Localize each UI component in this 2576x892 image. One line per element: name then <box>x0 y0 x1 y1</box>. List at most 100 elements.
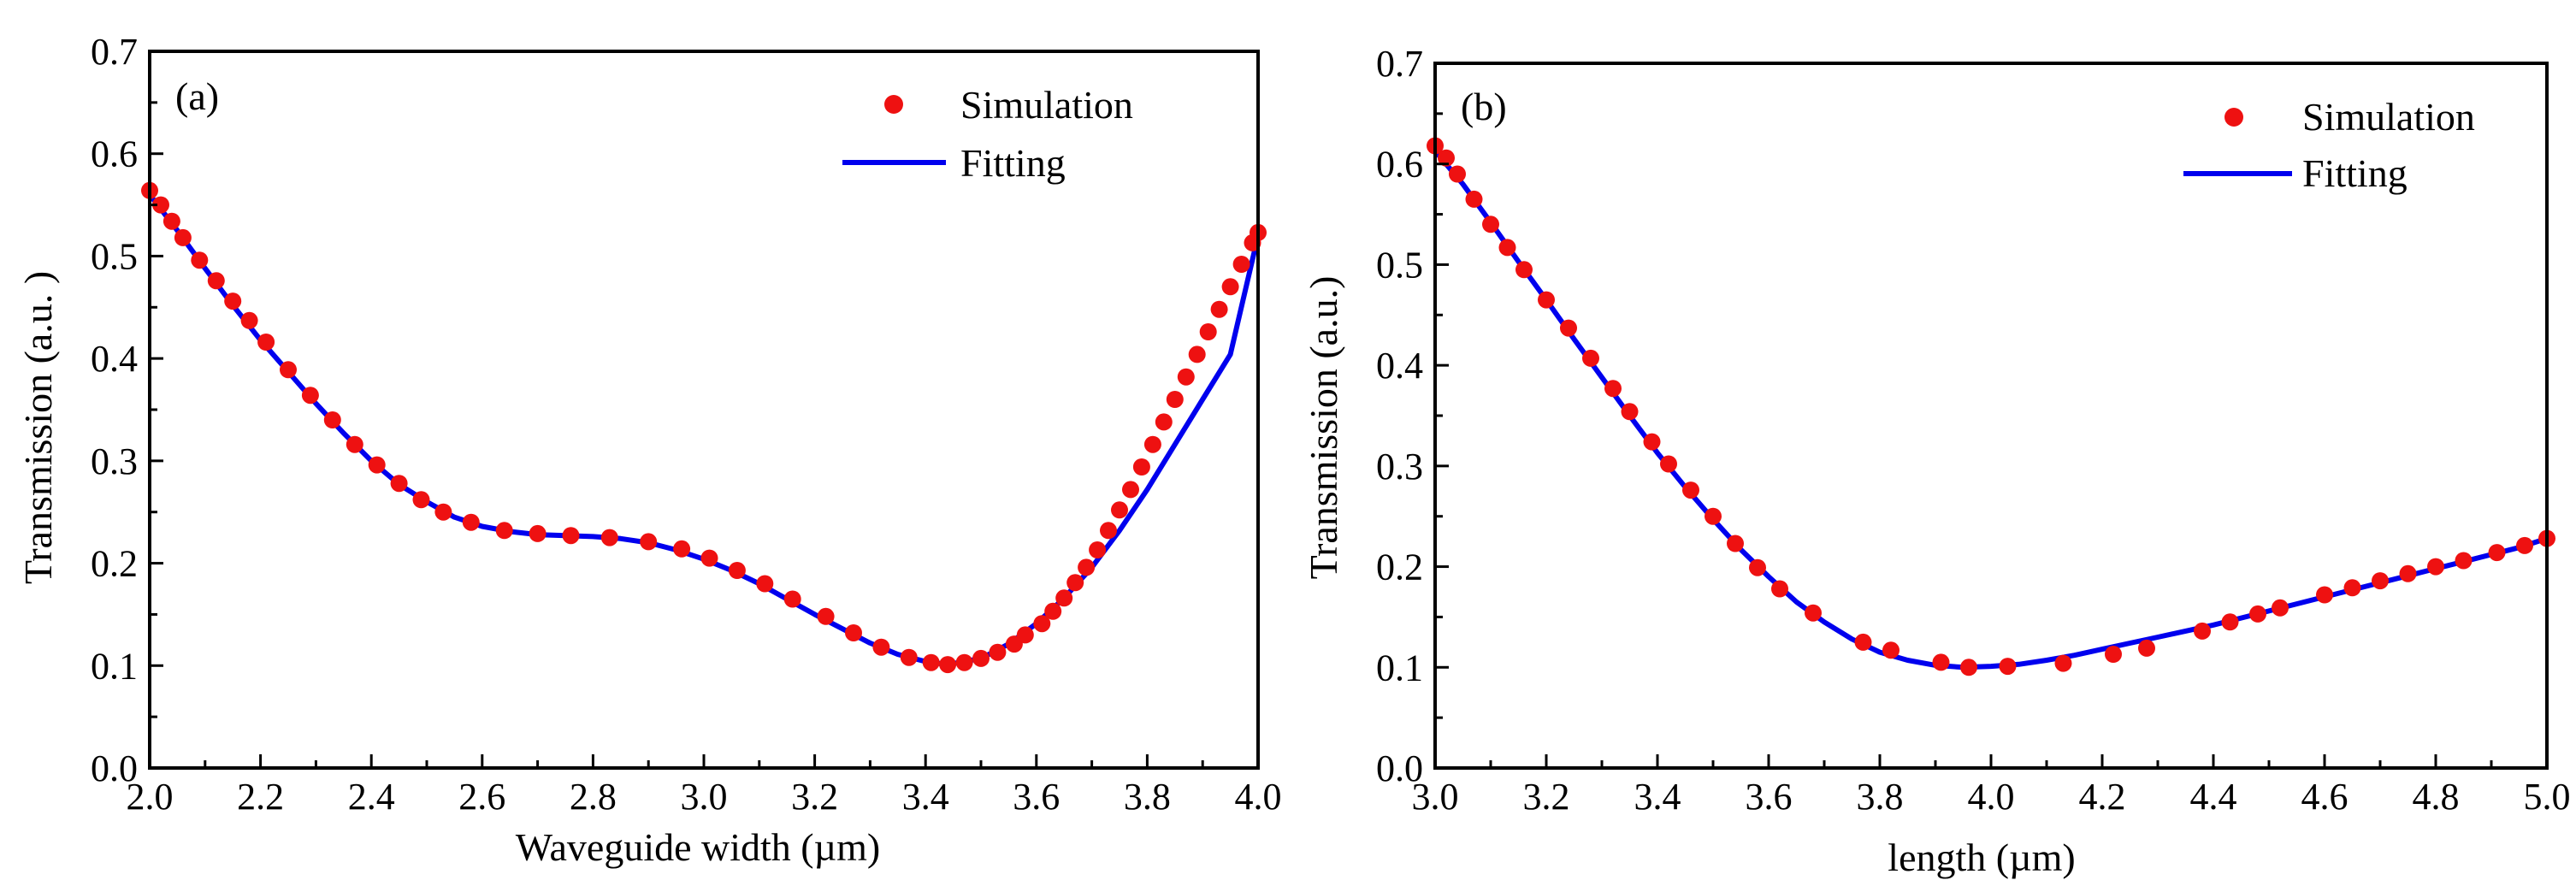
chart-panel-a: 2.0 2.2 2.4 2.6 2.8 3.0 3.2 3.4 3.6 3.8 4.0 0.0 0.1 0… <box>16 31 1282 869</box>
legend-fitting-label-a: Fitting <box>960 141 1066 185</box>
simulation-point-a <box>162 212 180 230</box>
simulation-point-b <box>1682 481 1699 499</box>
simulation-point-b <box>1498 239 1516 257</box>
simulation-point-a <box>280 361 297 379</box>
fitting-line-a <box>147 192 1261 668</box>
legend-simulation-label-b: Simulation <box>2302 95 2475 139</box>
simulation-point-b <box>1538 291 1555 309</box>
x-tick-label-b: 4.2 <box>2079 776 2126 818</box>
y-tick-label-b: 0.7 <box>1376 43 1423 85</box>
y-tick-label-a: 0.1 <box>91 645 138 687</box>
simulation-point-a <box>600 529 618 546</box>
simulation-point-b <box>2221 613 2239 631</box>
x-tick-label-a: 2.0 <box>127 776 174 818</box>
y-tick-label-b: 0.6 <box>1376 144 1423 186</box>
y-tick-label-b: 0.5 <box>1376 244 1423 286</box>
simulation-point-a <box>1055 589 1073 607</box>
x-tick-label-b: 3.8 <box>1857 776 1904 818</box>
y-tick-label-a: 0.0 <box>91 747 138 789</box>
legend-simulation-label-a: Simulation <box>960 83 1133 127</box>
x-tick-label-b: 3.2 <box>1523 776 1570 818</box>
simulation-point-b <box>1465 190 1483 208</box>
simulation-point-a <box>224 292 242 310</box>
simulation-point-a <box>1155 413 1173 431</box>
simulation-point-a <box>756 575 774 593</box>
simulation-point-a <box>1122 481 1139 499</box>
y-tick-label-a: 0.3 <box>91 440 138 482</box>
simulation-point-a <box>972 649 990 667</box>
simulation-point-b <box>1882 641 1900 659</box>
panel-label-b: (b) <box>1461 85 1507 128</box>
simulation-point-b <box>1749 558 1766 576</box>
simulation-point-b <box>1805 604 1822 622</box>
simulation-point-b <box>1705 507 1722 525</box>
simulation-point-a <box>301 387 319 405</box>
y-tick-label-b: 0.1 <box>1376 647 1423 688</box>
simulation-point-b <box>1932 653 1950 671</box>
simulation-point-a <box>390 475 408 493</box>
simulation-point-a <box>1177 368 1195 386</box>
y-tick-label-b: 0.2 <box>1376 546 1423 588</box>
x-tick-label-b: 3.6 <box>1746 776 1793 818</box>
simulation-point-a <box>1044 602 1062 620</box>
y-axis-label-a: Transmission (a.u. ) <box>16 271 60 584</box>
simulation-point-b <box>1854 633 1872 651</box>
simulation-point-b <box>1604 380 1622 398</box>
simulation-point-a <box>257 334 275 351</box>
x-tick-label-a: 3.8 <box>1124 776 1171 818</box>
y-tick-label-a: 0.4 <box>91 338 138 380</box>
simulation-point-a <box>1143 435 1161 453</box>
y-tick-label-b: 0.3 <box>1376 446 1423 487</box>
simulation-point-a <box>1078 558 1096 576</box>
y-tick-label-a: 0.7 <box>91 31 138 73</box>
simulation-point-a <box>529 524 547 542</box>
simulation-point-b <box>1960 659 1977 676</box>
simulation-point-b <box>1482 216 1499 233</box>
simulation-point-a <box>1221 278 1239 296</box>
simulation-point-a <box>346 435 363 453</box>
simulation-point-b <box>1449 165 1466 183</box>
x-tick-label-a: 2.2 <box>237 776 284 818</box>
simulation-point-a <box>1111 501 1128 519</box>
simulation-point-a <box>728 562 746 579</box>
x-tick-label-a: 2.8 <box>570 776 617 818</box>
simulation-point-b <box>2105 646 2122 663</box>
legend-simulation-marker-b <box>2224 108 2243 127</box>
simulation-point-a <box>872 638 890 656</box>
x-tick-label-a: 2.6 <box>458 776 505 818</box>
simulation-point-b <box>1560 319 1577 337</box>
simulation-point-a <box>174 228 192 246</box>
legend-a: Simulation Fitting <box>842 83 1133 185</box>
simulation-point-a <box>1199 323 1217 340</box>
simulation-point-b <box>1660 455 1677 473</box>
simulation-point-a <box>700 549 718 567</box>
simulation-point-b <box>2138 639 2155 657</box>
simulation-point-b <box>1727 535 1744 552</box>
legend-simulation-marker-a <box>884 95 903 114</box>
simulation-point-a <box>368 456 386 474</box>
simulation-point-a <box>240 311 258 329</box>
x-tick-label-a: 4.0 <box>1235 776 1282 818</box>
simulation-point-b <box>2272 599 2289 617</box>
simulation-point-b <box>1621 403 1639 421</box>
simulation-point-a <box>1188 346 1206 363</box>
simulation-point-b <box>2488 544 2506 562</box>
simulation-point-a <box>1066 574 1084 592</box>
x-tick-label-a: 3.4 <box>902 776 949 818</box>
y-tick-label-a: 0.6 <box>91 133 138 175</box>
simulation-point-b <box>2249 605 2266 623</box>
y-axis-label-b: Transmission (a.u.) <box>1302 276 1345 580</box>
chart-panel-b: 3.0 3.2 3.4 3.6 3.8 4.0 4.2 4.4 4.6 4.8 5.0 0.0 0.1 0… <box>1302 43 2571 879</box>
x-tick-label-b: 4.4 <box>2190 776 2237 818</box>
simulation-point-b <box>1771 580 1788 598</box>
simulation-point-b <box>1438 149 1455 167</box>
simulation-point-a <box>640 533 658 551</box>
x-tick-label-b: 3.4 <box>1634 776 1681 818</box>
y-tick-label-b: 0.4 <box>1376 345 1423 387</box>
simulation-point-b <box>1643 433 1661 451</box>
simulation-point-b <box>2399 564 2417 582</box>
simulation-point-b <box>2194 622 2211 640</box>
x-tick-label-b: 5.0 <box>2524 776 2571 818</box>
plot-frame-a <box>148 50 1260 770</box>
simulation-point-a <box>1232 256 1250 273</box>
